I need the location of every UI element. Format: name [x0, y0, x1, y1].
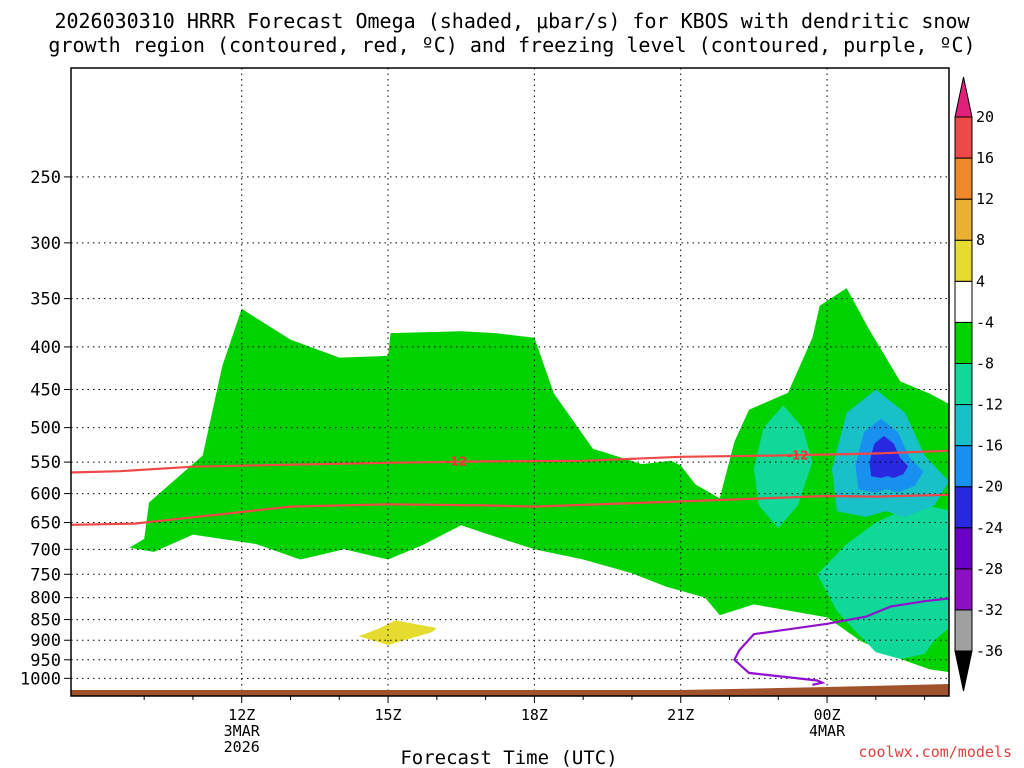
- y-tick-label: 850: [30, 611, 61, 631]
- watermark: coolwx.com/models: [858, 743, 1012, 761]
- contour-line: [71, 493, 949, 526]
- colorbar-label: -12: [976, 396, 1003, 414]
- colorbar-label: -8: [976, 354, 994, 372]
- colorbar-arrow-high: [954, 76, 973, 118]
- x-tick-label: 15Z: [375, 706, 402, 724]
- colorbar-swatch: [954, 568, 973, 611]
- y-tick-label: 950: [30, 651, 61, 671]
- colorbar-label: -20: [976, 478, 1003, 496]
- colorbar-swatch: [954, 157, 973, 200]
- y-tick-label: 900: [30, 631, 61, 651]
- colorbar-swatch: [954, 609, 973, 652]
- colorbar-label: 12: [976, 190, 994, 208]
- y-tick-label: 700: [30, 540, 61, 560]
- colorbar-label: 4: [976, 272, 985, 290]
- contour-line: [733, 597, 949, 686]
- chart-title-line2: growth region (contoured, red, ºC) and f…: [48, 33, 975, 57]
- colorbar-swatch: [954, 280, 973, 323]
- y-tick-label: 800: [30, 589, 61, 609]
- y-tick-label: 600: [30, 485, 61, 505]
- colorbar-swatch: [954, 362, 973, 406]
- y-tick-label: 500: [30, 419, 61, 439]
- contour-label: -12: [787, 448, 809, 462]
- y-tick-label: 400: [30, 338, 61, 358]
- omega-region: [869, 435, 909, 478]
- colorbar-swatch: [954, 404, 973, 447]
- colorbar-label: 16: [976, 149, 994, 167]
- colorbar-swatch: [954, 321, 973, 364]
- x-tick-sublabel: 2026: [224, 738, 260, 756]
- x-tick-label: 00Z: [814, 706, 841, 724]
- plot-area: -12 -12: [71, 68, 949, 696]
- contour-label: -12: [446, 454, 468, 468]
- colorbar-swatch: [954, 527, 973, 570]
- colorbar: -36 -32 -28 -24 -20 -16 -12 -8 -4 4 8 12 16 20: [954, 76, 1003, 692]
- colorbar-label: -4: [976, 313, 994, 331]
- plot-frame: [70, 67, 950, 697]
- y-tick-label: 550: [30, 453, 61, 473]
- colorbar-label: -36: [976, 642, 1003, 660]
- y-axis: 2503003504004505005506006507007508008509…: [20, 168, 71, 689]
- x-tick-label: 21Z: [667, 706, 694, 724]
- x-tick-sublabel: 4MAR: [809, 722, 846, 740]
- omega-region: [358, 620, 437, 645]
- x-tick-sublabel: 3MAR: [224, 722, 261, 740]
- terrain-strip: [71, 684, 949, 696]
- y-tick-label: 750: [30, 565, 61, 585]
- colorbar-swatch: [954, 486, 973, 529]
- y-tick-label: 350: [30, 290, 61, 310]
- colorbar-label: 8: [976, 231, 985, 249]
- colorbar-swatch: [954, 116, 973, 159]
- omega-region: [129, 288, 949, 673]
- y-tick-label: 300: [30, 234, 61, 254]
- colorbar-label: -24: [976, 519, 1003, 537]
- colorbar-swatch: [954, 198, 973, 241]
- colorbar-label: 20: [976, 108, 994, 126]
- y-tick-label: 650: [30, 514, 61, 534]
- contour-line: [71, 449, 949, 474]
- colorbar-arrow-low: [954, 650, 973, 692]
- y-tick-label: 1000: [20, 669, 61, 689]
- y-tick-label: 450: [30, 381, 61, 401]
- colorbar-swatch: [954, 445, 973, 488]
- colorbar-swatch: [954, 239, 973, 282]
- colorbar-label: -32: [976, 601, 1003, 619]
- x-tick-label: 12Z: [228, 706, 255, 724]
- y-tick-label: 250: [30, 168, 61, 188]
- colorbar-label: -28: [976, 560, 1003, 578]
- chart-title-line1: 2026030310 HRRR Forecast Omega (shaded, …: [54, 9, 970, 33]
- colorbar-label: -16: [976, 437, 1003, 455]
- x-tick-label: 18Z: [521, 706, 548, 724]
- x-axis-label: Forecast Time (UTC): [400, 747, 617, 768]
